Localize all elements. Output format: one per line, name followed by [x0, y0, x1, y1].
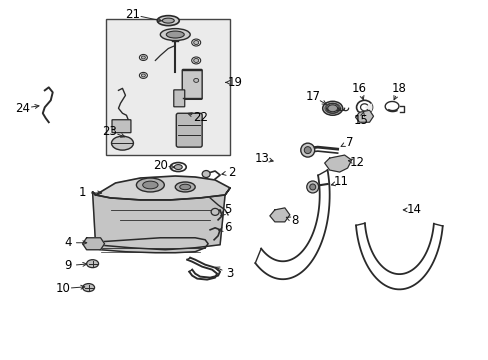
Ellipse shape	[162, 18, 174, 23]
FancyBboxPatch shape	[112, 120, 131, 133]
Circle shape	[309, 184, 315, 190]
Ellipse shape	[202, 171, 210, 177]
Polygon shape	[324, 155, 351, 172]
Text: 3: 3	[226, 267, 233, 280]
Text: 18: 18	[391, 82, 406, 95]
Text: 10: 10	[55, 282, 70, 295]
Ellipse shape	[142, 181, 158, 189]
Ellipse shape	[166, 31, 184, 38]
Ellipse shape	[193, 41, 198, 45]
Polygon shape	[269, 208, 289, 222]
Bar	[105, 19, 229, 155]
Text: 23: 23	[102, 125, 117, 138]
Text: 17: 17	[305, 90, 320, 103]
Text: 11: 11	[333, 175, 348, 189]
Text: 1: 1	[79, 186, 86, 199]
Ellipse shape	[174, 165, 182, 170]
Circle shape	[306, 181, 318, 193]
Ellipse shape	[141, 56, 145, 59]
FancyBboxPatch shape	[173, 90, 184, 107]
Text: 19: 19	[227, 76, 242, 89]
Ellipse shape	[211, 208, 219, 215]
Text: 12: 12	[349, 156, 365, 168]
Text: 13: 13	[254, 152, 269, 165]
Polygon shape	[92, 176, 229, 200]
Text: 16: 16	[351, 82, 366, 95]
Polygon shape	[82, 238, 104, 250]
Ellipse shape	[327, 105, 337, 112]
Ellipse shape	[111, 136, 133, 150]
Polygon shape	[85, 238, 208, 253]
Text: 21: 21	[124, 8, 140, 21]
Ellipse shape	[136, 178, 164, 192]
Text: 14: 14	[406, 203, 421, 216]
Text: 9: 9	[64, 259, 71, 272]
Circle shape	[304, 147, 310, 154]
Text: 2: 2	[228, 166, 235, 179]
FancyBboxPatch shape	[176, 113, 202, 147]
Ellipse shape	[82, 284, 94, 292]
Polygon shape	[92, 188, 229, 250]
Text: 20: 20	[153, 158, 167, 172]
Ellipse shape	[141, 74, 145, 77]
Polygon shape	[355, 110, 373, 122]
Text: 7: 7	[345, 136, 353, 149]
Text: 6: 6	[224, 221, 231, 234]
Ellipse shape	[193, 58, 198, 62]
Ellipse shape	[86, 260, 99, 268]
Text: 8: 8	[290, 214, 298, 228]
Wedge shape	[364, 103, 372, 111]
FancyBboxPatch shape	[182, 69, 202, 99]
Ellipse shape	[175, 182, 195, 192]
Text: 24: 24	[15, 102, 30, 115]
Ellipse shape	[160, 28, 190, 41]
Text: 5: 5	[224, 203, 231, 216]
Text: 22: 22	[192, 111, 207, 124]
Text: 4: 4	[64, 236, 71, 249]
Ellipse shape	[157, 15, 179, 26]
Text: 15: 15	[353, 114, 368, 127]
Ellipse shape	[322, 101, 342, 115]
Circle shape	[300, 143, 314, 157]
Ellipse shape	[180, 184, 190, 190]
Ellipse shape	[193, 78, 198, 82]
